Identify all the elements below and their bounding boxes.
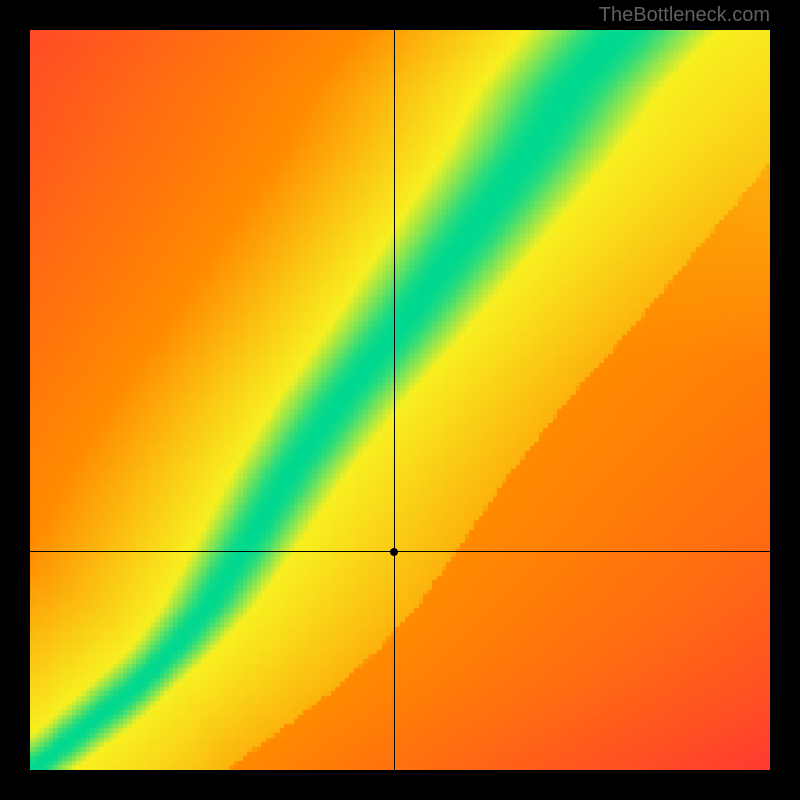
plot-area (30, 30, 770, 770)
heatmap-canvas (30, 30, 770, 770)
watermark-text: TheBottleneck.com (599, 4, 770, 27)
chart-container: TheBottleneck.com (0, 0, 800, 800)
crosshair-horizontal (30, 551, 770, 552)
crosshair-vertical (394, 30, 395, 770)
crosshair-dot (390, 548, 398, 556)
